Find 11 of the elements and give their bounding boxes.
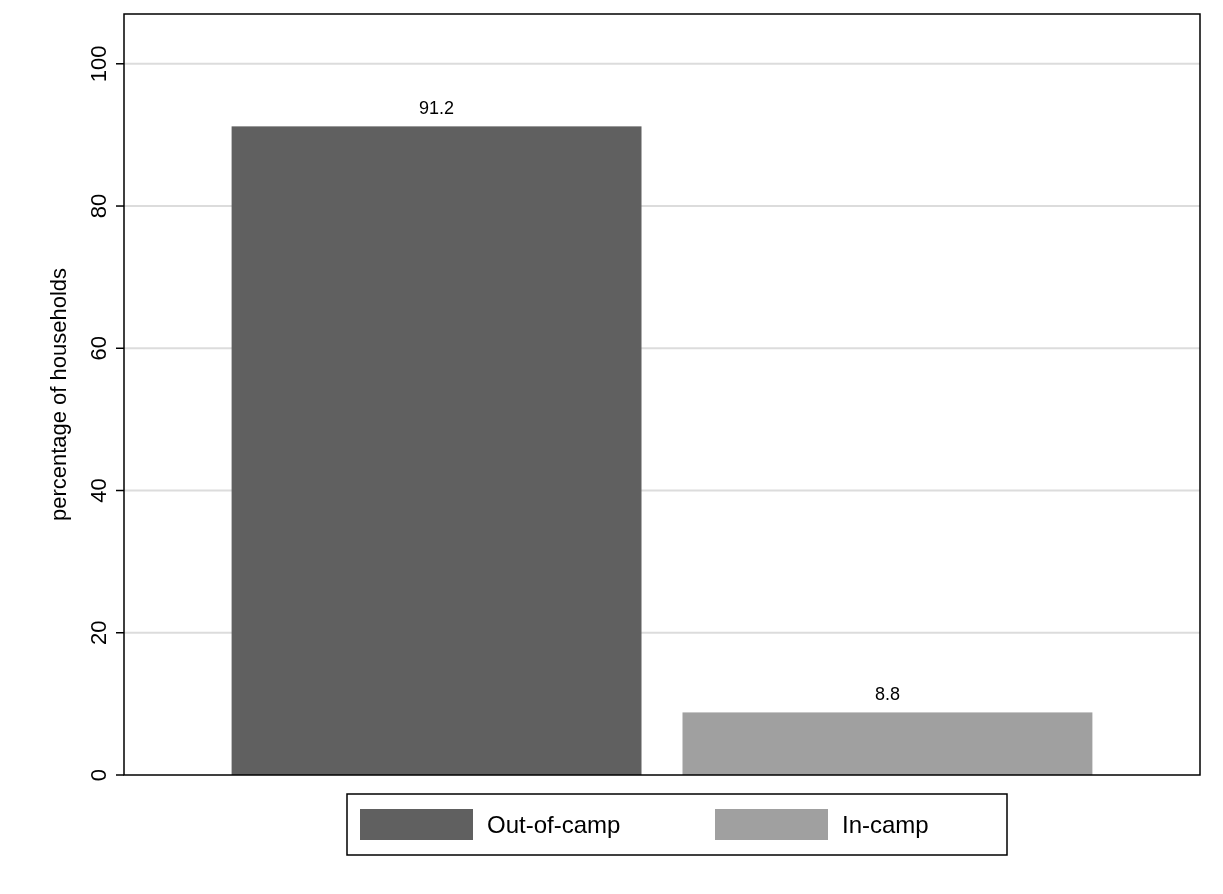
y-tick-label: 60	[86, 336, 111, 361]
y-tick-label: 0	[86, 768, 111, 782]
data-label: 91.2	[419, 98, 455, 119]
y-tick-label: 80	[86, 193, 111, 219]
y-tick-label: 40	[86, 478, 111, 503]
y-axis-title: percentage of households	[46, 267, 71, 522]
y-tick-label: 20	[86, 620, 111, 645]
y-tick-label: 100	[86, 45, 111, 83]
data-label: 8.8	[874, 684, 900, 705]
legend-label: Out-of-camp	[487, 811, 621, 838]
legend-label: In-camp	[842, 811, 929, 838]
